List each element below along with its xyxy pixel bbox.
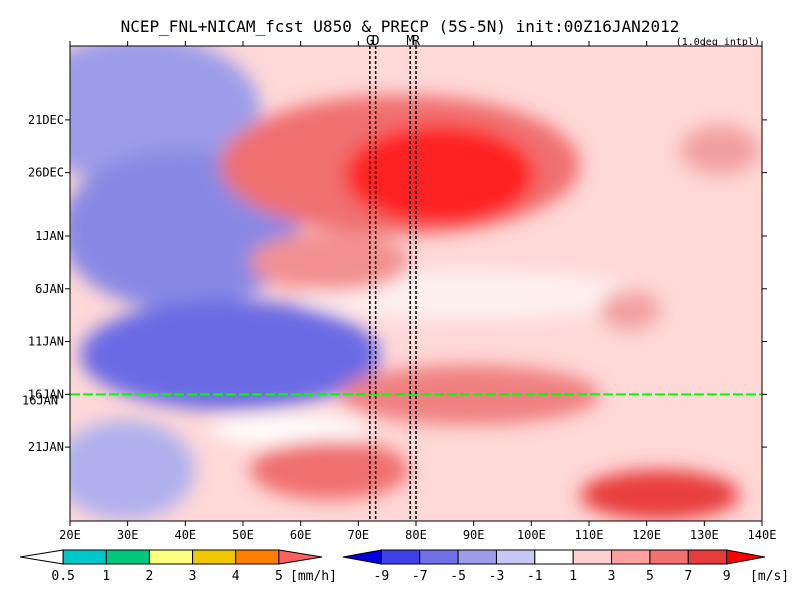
precip-colorbar-label: 0.5 [51,569,74,584]
y-tick-label: 16JAN [28,387,64,401]
y-tick-label: 21JAN [28,440,64,454]
y-tick-label: 21DEC [28,113,64,127]
marker-label: M [406,34,414,49]
y-tick-label: 6JAN [35,282,64,296]
precip-colorbar-label: 2 [146,569,154,584]
westerly-region [680,125,760,175]
precip-color-swatch [192,549,237,565]
precip-colorbar-label: 4 [232,569,240,584]
y-tick-label: 1JAN [35,229,64,243]
wind-color-swatch [534,549,574,565]
wind-color-swatch [611,549,651,565]
wind-color-swatch [726,549,766,565]
easterly-region [70,46,260,185]
wind-color-swatch [572,549,613,565]
wind-color-swatch [495,549,536,565]
precip-unit: [mm/h] [290,569,337,584]
init-label: 16JAN [22,393,58,407]
precip-color-swatch [62,549,107,565]
marker-label: G [366,34,374,49]
x-tick-label: 90E [463,528,485,542]
westerly-region [600,290,660,330]
wind-colorbar-label: 9 [723,569,731,584]
wind-colorbar-label: 1 [569,569,577,584]
precip-colorbar-label: 3 [189,569,197,584]
wind-colorbar-label: -1 [527,569,543,584]
wind-colorbar-label: -5 [450,569,466,584]
neutral-region [210,416,370,444]
wind-color-swatch [380,549,421,565]
precip-color-swatch [105,549,150,565]
precip-color-swatch [235,549,280,565]
wind-color-swatch [687,549,728,565]
chart-title: NCEP_FNL+NICAM_fcst U850 & PRECP (5S-5N)… [121,17,680,36]
precip-colorbar-label: 1 [102,569,110,584]
y-tick-label: 11JAN [28,335,64,349]
westerly-region [580,470,740,520]
chart-note: (1.0deg intpl) [676,37,760,48]
x-tick-label: 130E [690,528,719,542]
x-tick-label: 50E [232,528,254,542]
westerly-region [250,232,410,292]
wind-color-swatch [419,549,459,565]
precip-color-swatch [278,549,323,565]
wind-colorbar-label: -7 [412,569,428,584]
x-tick-label: 30E [117,528,139,542]
x-tick-label: 140E [748,528,777,542]
wind-color-swatch [342,549,382,565]
easterly-region [70,420,195,520]
wind-color-swatch [457,549,497,565]
wind-color-swatch [649,549,689,565]
x-tick-label: 80E [405,528,427,542]
x-tick-label: 20E [59,528,81,542]
precip-color-swatch [148,549,194,565]
x-tick-label: 100E [517,528,546,542]
x-tick-label: 60E [290,528,312,542]
x-tick-label: 110E [575,528,604,542]
wind-colorbar-label: -3 [489,569,505,584]
wind-colorbar-label: 7 [684,569,692,584]
easterly-region [80,300,380,410]
wind-colorbar-label: 5 [646,569,654,584]
precip-color-swatch [19,549,64,565]
y-tick-label: 26DEC [28,166,64,180]
wind-colorbar-label: 3 [608,569,616,584]
x-tick-label: 40E [174,528,196,542]
westerly-region [250,440,410,500]
westerly-region [345,125,535,225]
precip-colorbar-label: 5 [275,569,283,584]
wind-colorbar-label: -9 [374,569,390,584]
x-tick-label: 70E [347,528,369,542]
plot-area [70,46,762,521]
marker-label: D [372,34,380,49]
x-tick-label: 120E [632,528,661,542]
wind-unit: [m/s] [750,569,789,584]
